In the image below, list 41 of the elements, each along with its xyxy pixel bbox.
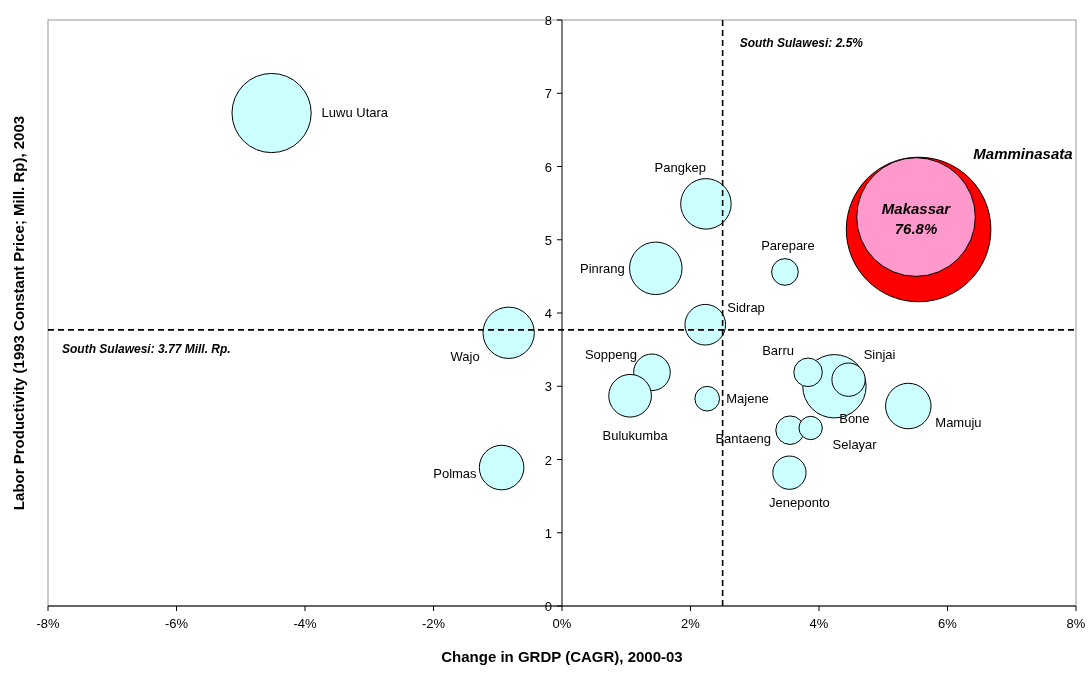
series-label: Bantaeng: [715, 431, 772, 447]
series-label: Sinjai: [863, 346, 896, 362]
series-label: Pangkep: [654, 159, 706, 175]
x-tick-label: -8%: [36, 616, 60, 631]
series-label: Parepare: [761, 237, 815, 253]
series-label: Luwu Utara: [321, 105, 389, 121]
series-label: Bulukumba: [602, 427, 669, 443]
x-tick-label: -6%: [164, 616, 189, 631]
series-label: Pinrang: [579, 261, 625, 277]
x-tick-label: 6%: [938, 616, 958, 631]
series-label: Makassar: [881, 200, 952, 218]
y-tick-label: 3: [544, 379, 552, 395]
y-tick-label: 5: [544, 232, 552, 248]
series-label: Majene: [726, 390, 769, 406]
x-tick-label: 8%: [1066, 616, 1086, 631]
x-tick-label: -4%: [293, 616, 317, 631]
annotation: 76.8%: [894, 220, 938, 238]
series-label: Polmas: [433, 465, 478, 481]
y-tick-label: 4: [544, 306, 552, 321]
x-tick-label: 4%: [809, 616, 829, 631]
series-label: Mamminasata: [973, 145, 1073, 163]
series-label: Wajo: [450, 348, 480, 364]
series-label: Mamuju: [935, 415, 982, 431]
x-axis-title: Change in GRDP (CAGR), 2000-03: [441, 648, 683, 665]
series-label: Selayar: [832, 437, 878, 452]
ref-line-label: South Sulawesi: 3.77 Mill. Rp.: [62, 341, 231, 356]
y-tick-label: 2: [544, 452, 552, 468]
y-tick-label: 6: [544, 159, 552, 175]
x-tick-label: 2%: [681, 616, 701, 631]
y-tick-label: 1: [544, 525, 552, 541]
series-label: Sidrap: [727, 299, 765, 315]
ref-line-label: South Sulawesi: 2.5%: [739, 36, 864, 50]
series-label: Soppeng: [584, 347, 637, 363]
y-tick-label: 8: [544, 13, 552, 28]
x-tick-label: 0%: [552, 616, 572, 631]
series-label: Bone: [839, 411, 870, 427]
series-label: Jeneponto: [769, 494, 830, 510]
y-axis-title: Labor Productivity (1993 Constant Price; Mill. Rp), 2003: [10, 115, 27, 511]
y-tick-label: 7: [544, 86, 552, 102]
x-tick-label: -2%: [421, 616, 446, 631]
series-label: Barru: [762, 343, 794, 359]
